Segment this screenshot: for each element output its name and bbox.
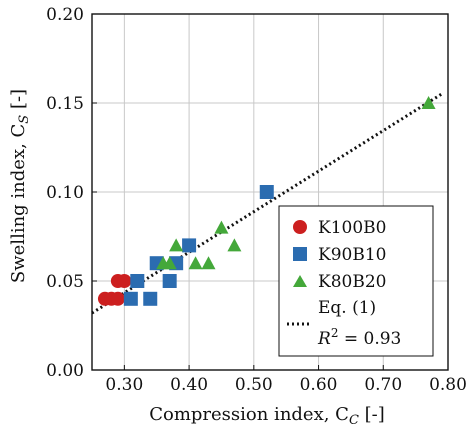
plot-frame — [91, 13, 449, 371]
data-point-k90b10 — [143, 291, 158, 306]
y-axis-label-main: Swelling index, C — [8, 124, 29, 283]
data-point-k80b20 — [201, 256, 216, 270]
legend-marker-k80b20 — [293, 275, 307, 287]
fit-line — [91, 92, 443, 315]
x-tick-label: 0.30 — [105, 375, 143, 395]
y-tick-label: 0.10 — [46, 183, 84, 203]
data-points — [97, 96, 436, 306]
data-point-k80b20 — [421, 96, 436, 109]
y-tick-label: 0.15 — [46, 94, 84, 114]
x-axis-label-main: Compression index, C — [149, 404, 349, 425]
data-point-k80b20 — [214, 220, 229, 234]
data-point-k100b0 — [110, 291, 125, 306]
data-point-k80b20 — [169, 238, 184, 252]
data-point-k90b10 — [130, 274, 145, 288]
y-axis-label: Swelling index, CS [-] — [8, 89, 32, 283]
legend-marker-k100b0 — [293, 220, 307, 234]
legend-label-r2: R2 = 0.93 — [317, 326, 401, 349]
y-tick-label: 0.05 — [46, 272, 84, 292]
x-tick-label: 0.50 — [235, 375, 273, 395]
data-point-k80b20 — [162, 256, 177, 270]
legend-marker-k90b10 — [293, 247, 307, 261]
data-point-k90b10 — [182, 238, 197, 253]
y-axis-label-sub: S — [17, 115, 32, 124]
data-point-k100b0 — [117, 274, 132, 288]
x-tick-label: 0.40 — [170, 375, 208, 395]
legend-r2-value: = 0.93 — [338, 329, 401, 349]
y-tick-label: 0.20 — [46, 5, 84, 25]
legend-r2-symbol: R — [317, 329, 331, 349]
legend-label-k80b20: K80B20 — [318, 272, 386, 292]
legend-label-k100b0: K100B0 — [318, 218, 386, 238]
data-point-k80b20 — [227, 238, 242, 252]
y-axis-label-unit: [-] — [8, 89, 29, 115]
x-tick-label: 0.80 — [429, 375, 467, 395]
x-tick-label: 0.60 — [300, 375, 338, 395]
y-tick-labels: 0.00 0.05 0.10 0.15 0.20 — [46, 5, 84, 381]
y-tick-label: 0.00 — [46, 361, 84, 381]
data-point-k90b10 — [259, 185, 274, 199]
legend-r2-superscript: 2 — [331, 326, 339, 340]
data-point-k90b10 — [162, 274, 177, 288]
legend: K100B0 K90B10 K80B20 Eq. (1) R2 = 0.93 — [278, 205, 434, 357]
legend-label-k90b10: K90B10 — [318, 245, 386, 265]
data-point-k90b10 — [123, 291, 138, 306]
legend-label-fit: Eq. (1) — [318, 298, 376, 318]
x-axis-label: Compression index, CC [-] — [149, 404, 385, 428]
x-axis-label-unit: [-] — [359, 404, 385, 425]
x-tick-label: 0.70 — [364, 375, 402, 395]
data-point-k80b20 — [188, 256, 203, 270]
fit-line-layer — [91, 92, 443, 315]
x-tick-labels: 0.30 0.40 0.50 0.60 0.70 0.80 — [105, 375, 466, 395]
x-axis-label-sub: C — [349, 413, 359, 428]
